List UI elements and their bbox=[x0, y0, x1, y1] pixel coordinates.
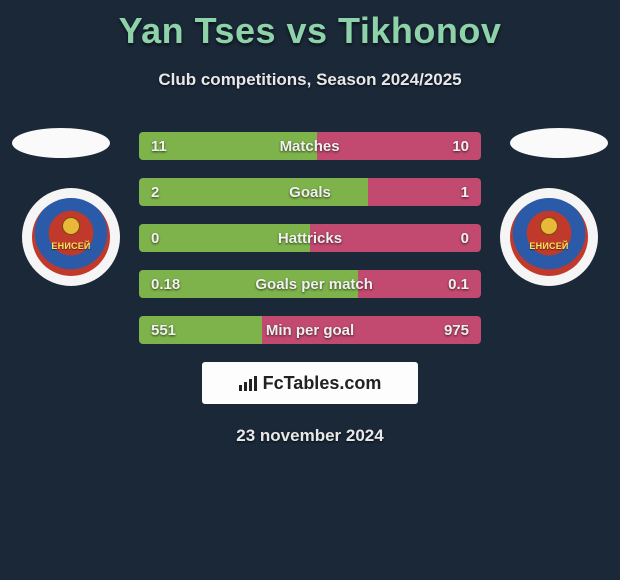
club-badge-right: ЕНИСЕЙ bbox=[500, 188, 598, 286]
stat-value-right: 975 bbox=[444, 322, 481, 339]
stat-value-left: 551 bbox=[139, 322, 176, 339]
club-badge-left-inner: ЕНИСЕЙ bbox=[32, 198, 110, 276]
branding-bar-icon bbox=[249, 379, 252, 391]
branding-bars-icon bbox=[239, 376, 257, 391]
stat-label: Hattricks bbox=[159, 230, 460, 247]
badge-right-text: ЕНИСЕЙ bbox=[529, 241, 568, 251]
stat-row: 0.18Goals per match0.1 bbox=[139, 270, 481, 298]
badge-left-text: ЕНИСЕЙ bbox=[51, 241, 90, 251]
stat-value-left: 2 bbox=[139, 184, 159, 201]
stat-value-right: 0 bbox=[461, 230, 481, 247]
stat-value-right: 10 bbox=[452, 138, 481, 155]
club-badge-right-inner: ЕНИСЕЙ bbox=[510, 198, 588, 276]
stat-label: Min per goal bbox=[176, 322, 444, 339]
stat-row: 551Min per goal975 bbox=[139, 316, 481, 344]
stat-value-left: 0.18 bbox=[139, 276, 180, 293]
branding-bar-icon bbox=[254, 376, 257, 391]
stat-value-right: 1 bbox=[461, 184, 481, 201]
branding-bar-icon bbox=[239, 385, 242, 391]
stat-label: Goals bbox=[159, 184, 460, 201]
page-title: Yan Tses vs Tikhonov bbox=[0, 0, 620, 52]
club-badge-left: ЕНИСЕЙ bbox=[22, 188, 120, 286]
stat-row: 2Goals1 bbox=[139, 178, 481, 206]
stat-value-right: 0.1 bbox=[448, 276, 481, 293]
subtitle: Club competitions, Season 2024/2025 bbox=[0, 70, 620, 90]
stats-area: ЕНИСЕЙ ЕНИСЕЙ 11Matches102Goals10Hattric… bbox=[0, 132, 620, 344]
badge-ball-icon bbox=[540, 217, 558, 235]
branding-text: FcTables.com bbox=[263, 373, 382, 394]
stat-rows: 11Matches102Goals10Hattricks00.18Goals p… bbox=[139, 132, 481, 344]
branding-box[interactable]: FcTables.com bbox=[202, 362, 418, 404]
date-line: 23 november 2024 bbox=[0, 426, 620, 446]
branding-bar-icon bbox=[244, 382, 247, 391]
stat-value-left: 11 bbox=[139, 138, 167, 155]
stat-value-left: 0 bbox=[139, 230, 159, 247]
player-ellipse-left bbox=[12, 128, 110, 158]
badge-ball-icon bbox=[62, 217, 80, 235]
player-ellipse-right bbox=[510, 128, 608, 158]
stat-label: Matches bbox=[167, 138, 452, 155]
stat-row: 0Hattricks0 bbox=[139, 224, 481, 252]
stat-row: 11Matches10 bbox=[139, 132, 481, 160]
stat-label: Goals per match bbox=[180, 276, 448, 293]
